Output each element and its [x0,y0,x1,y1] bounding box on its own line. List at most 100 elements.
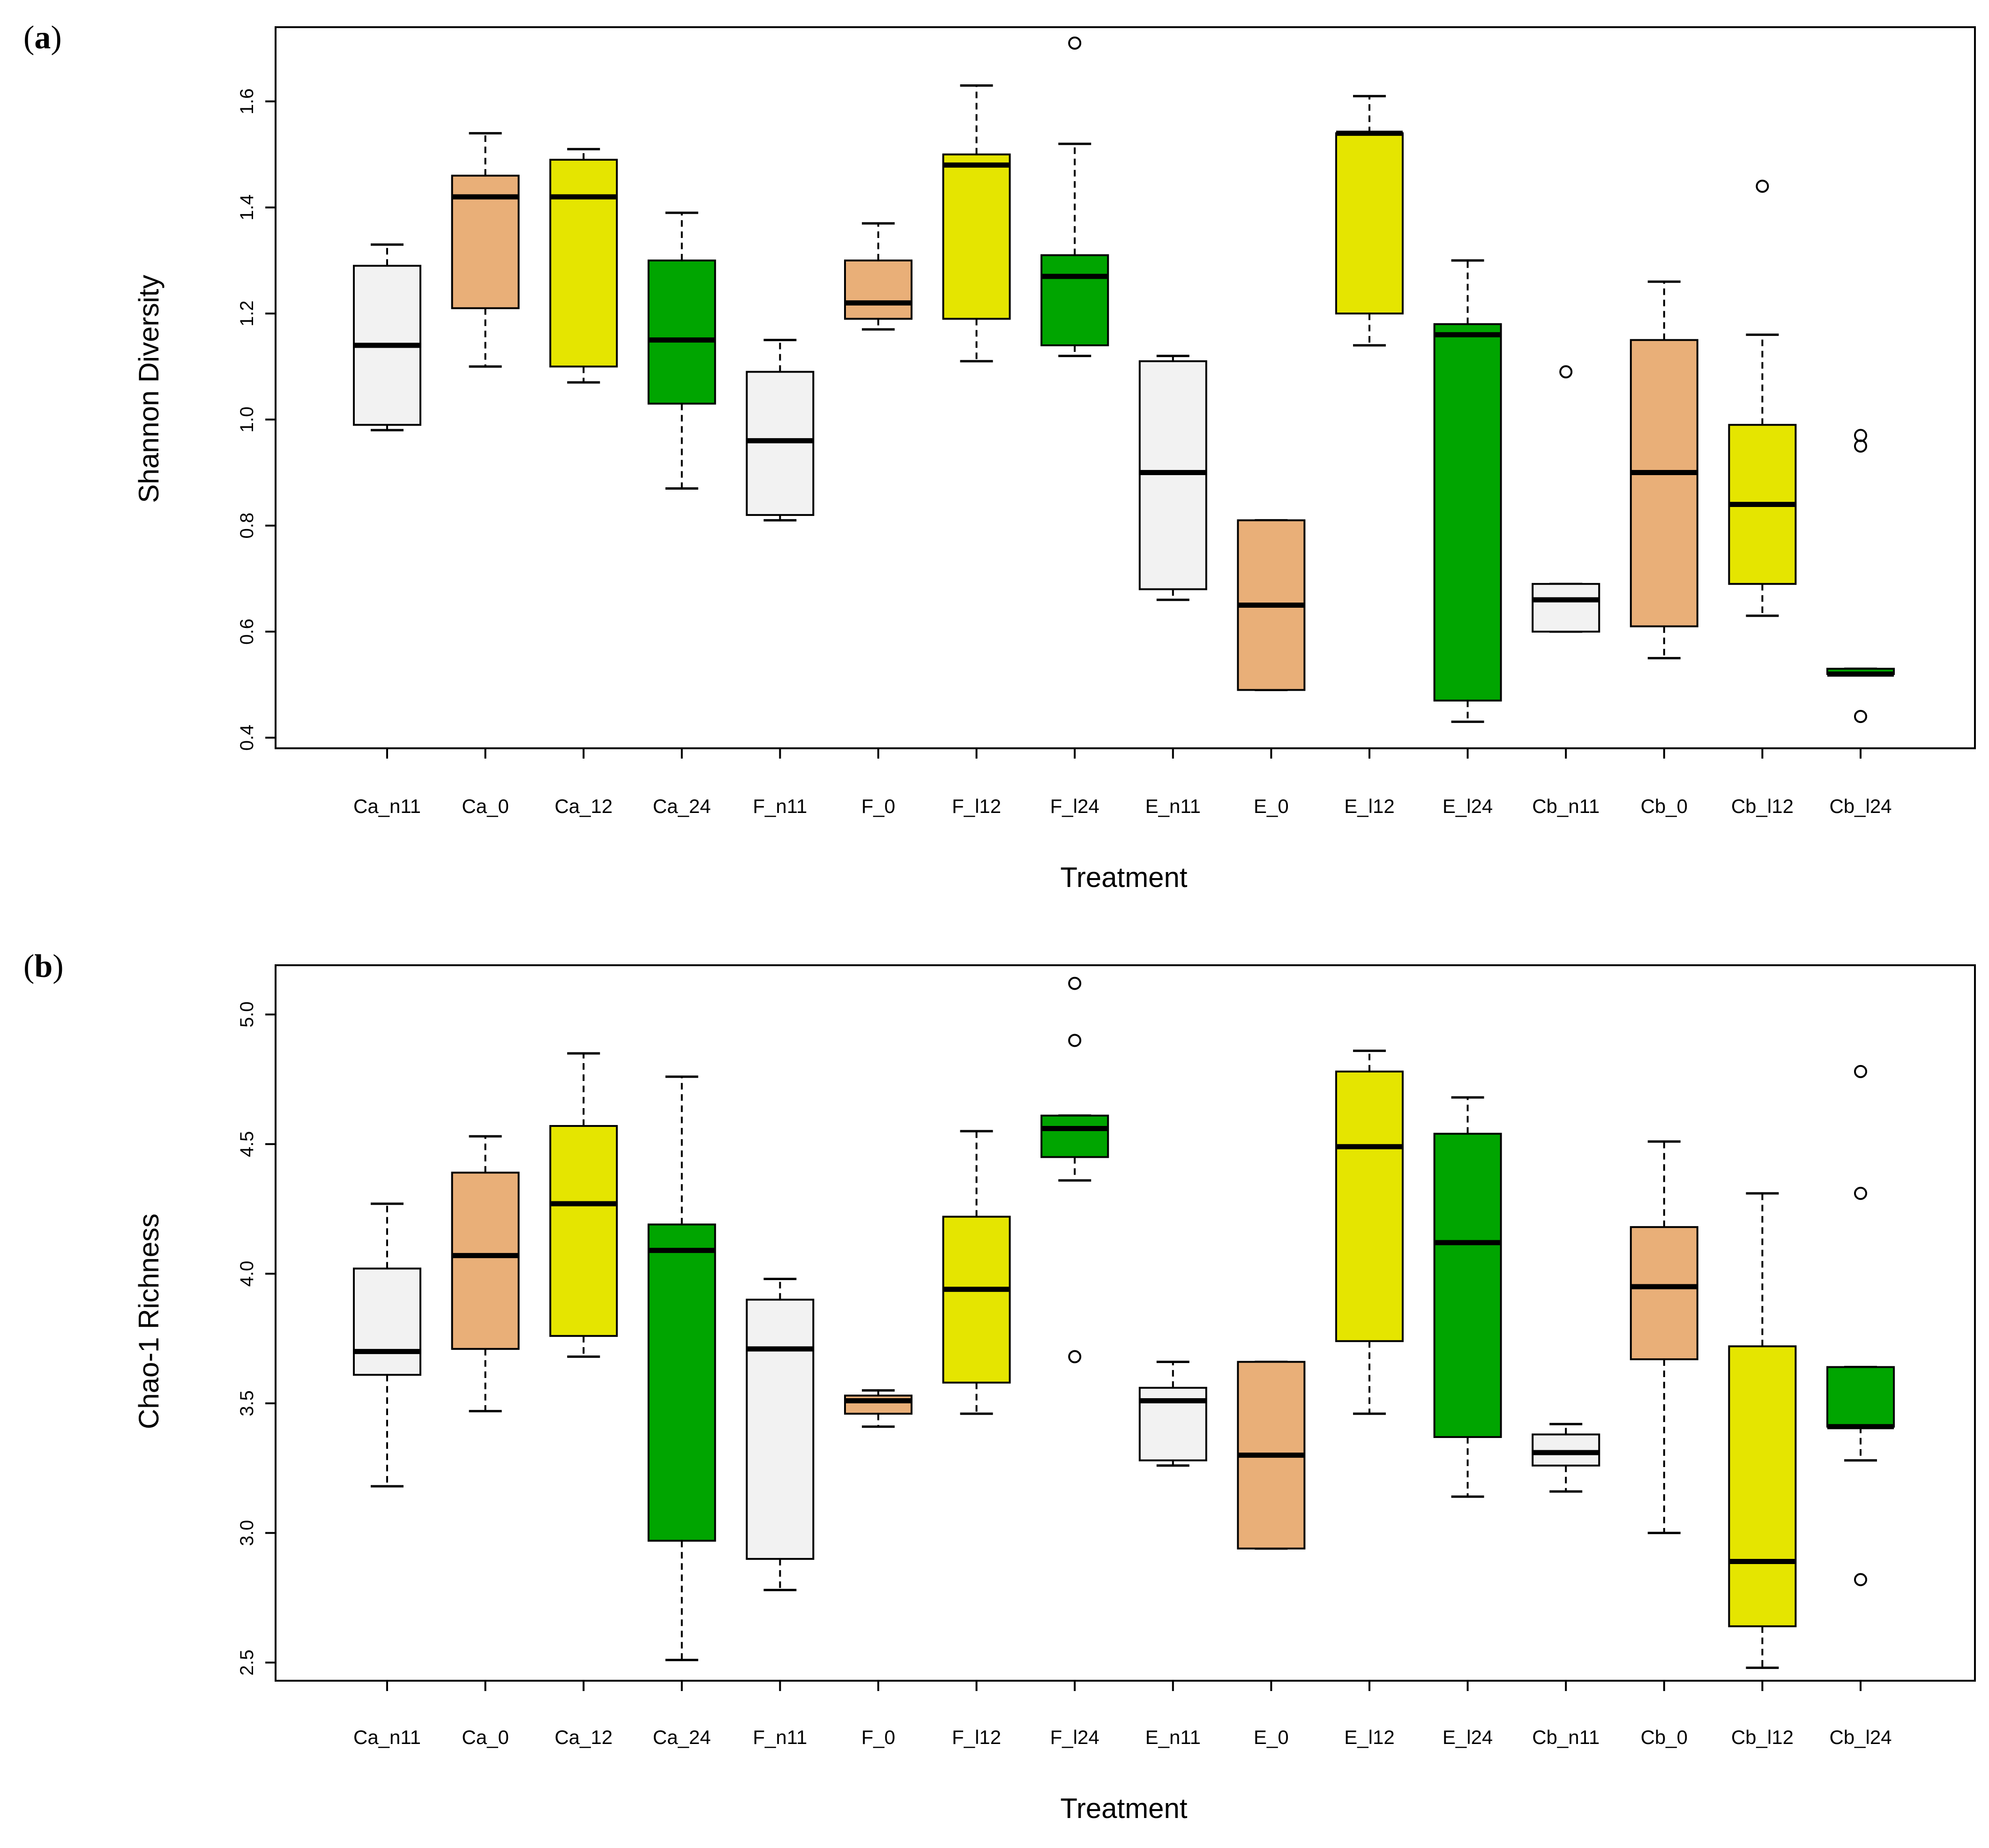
x-tick-label: Cb_n11 [1532,795,1600,817]
y-tick-label: 1.0 [237,407,257,433]
outlier-point [1854,710,1867,723]
box-F_n11 [746,339,815,522]
x-tick-label: F_l24 [1050,795,1099,817]
panel-label-a: (a) [23,20,62,56]
y-tick-label: 0.6 [237,618,257,645]
x-tick-label: E_l24 [1443,795,1493,817]
box-F_l12 [942,1130,1011,1415]
x-tick-label: Cb_l12 [1731,795,1794,817]
x-tick-label: Ca_0 [462,795,508,817]
box-body [942,1215,1011,1384]
x-axis-title: Treatment [1060,862,1188,893]
box-Cb_l12 [1728,1192,1797,1669]
x-tick-label: F_l12 [952,1726,1001,1748]
y-tick-label: 3.0 [237,1520,257,1546]
outlier-point [1854,439,1867,453]
outlier-point [1756,179,1769,193]
box-body [1826,1366,1895,1428]
y-tick-label: 1.4 [237,194,257,221]
box-E_0 [1237,1360,1306,1550]
x-tick-label: Cb_0 [1641,795,1688,817]
y-tick-label: 4.0 [237,1261,257,1287]
x-tick-label: Cb_l24 [1829,795,1892,817]
shannon-diversity-chart: (a) Treatment Shannon Diversity 0.4 0.6 0.… [23,20,1976,893]
box-body [1433,323,1502,702]
y-tick-label: 1.6 [237,89,257,115]
box-Cb_0 [1630,1140,1698,1535]
plot-frame [275,964,1976,1682]
outlier-point [1854,1065,1867,1078]
box-body [1335,132,1404,315]
box-body [746,1298,815,1560]
box-body [1433,1133,1502,1438]
box-F_l12 [942,84,1011,363]
y-axis-title: Shannon Diversity [133,275,165,503]
x-tick-label: Ca_n11 [353,795,421,817]
x-tick-label: E_l12 [1344,1726,1394,1748]
outlier-point [1854,1573,1867,1587]
x-tick-label: F_l24 [1050,1726,1099,1748]
x-tick-label: Cb_n11 [1532,1726,1600,1748]
box-E_l12 [1335,1050,1404,1415]
x-tick-label: Ca_12 [554,1726,613,1748]
x-axis-title: Treatment [1060,1793,1188,1824]
outlier-point [1068,1350,1082,1364]
y-tick-label: 2.5 [237,1649,257,1676]
box-body [1630,339,1698,627]
box-Cb_l12 [1728,179,1797,617]
box-Cb_n11 [1532,1423,1600,1493]
x-tick-label: E_0 [1254,1726,1289,1748]
y-tick-label: 4.5 [237,1131,257,1157]
x-tick-label: E_l12 [1344,795,1394,817]
x-tick-label: E_0 [1254,795,1289,817]
box-F_0 [844,1389,912,1428]
box-body [1040,254,1109,346]
x-tick-label: Ca_n11 [353,1726,421,1748]
y-tick-label: 3.5 [237,1390,257,1416]
box-Cb_0 [1630,280,1698,660]
box-body [1138,360,1207,590]
box-body [549,1125,618,1337]
y-axis-title: Chao-1 Richness [133,1214,165,1429]
outlier-point [1559,365,1573,379]
box-body [1532,583,1600,633]
box-Ca_24 [647,1075,716,1662]
box-body [1532,1433,1600,1467]
x-tick-label: Ca_24 [653,795,711,817]
y-tick-label: 0.8 [237,513,257,539]
box-Ca_12 [549,148,618,384]
outlier-point [1068,36,1082,50]
x-tick-label: E_n11 [1145,795,1201,817]
box-body [451,1171,520,1350]
x-tick-label: F_n11 [753,795,807,817]
box-Ca_0 [451,1135,520,1413]
box-body [549,158,618,368]
box-body [1630,1226,1698,1360]
box-Ca_12 [549,1052,618,1358]
x-tick-label: F_l12 [952,795,1001,817]
box-Ca_0 [451,132,520,368]
box-F_l24 [1040,36,1109,358]
chao1-richness-chart: (b) Treatment Chao-1 Richness 2.5 3.0 3.5 4… [23,948,1976,1824]
box-Cb_l24 [1826,429,1895,723]
y-tick-label: 1.2 [237,300,257,327]
x-tick-label: Ca_0 [462,1726,508,1748]
plot-frame [275,26,1976,749]
x-tick-label: F_n11 [753,1726,807,1748]
x-tick-label: E_n11 [1145,1726,1201,1748]
box-F_n11 [746,1277,815,1591]
box-body [1728,1345,1797,1627]
box-E_l24 [1433,259,1502,723]
x-tick-label: Cb_0 [1641,1726,1688,1748]
box-body [647,259,716,405]
box-body [647,1223,716,1542]
box-Cb_l24 [1826,1065,1895,1587]
x-tick-label: Ca_12 [554,795,613,817]
box-E_n11 [1138,355,1207,601]
panel-label-b: (b) [23,948,64,984]
box-body [1040,1114,1109,1158]
x-tick-label: F_0 [861,795,895,817]
outlier-point [1854,1186,1867,1200]
box-body [844,259,912,320]
